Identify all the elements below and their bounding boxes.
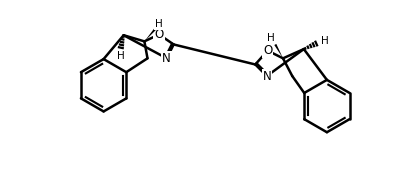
Text: N: N: [163, 52, 171, 65]
Text: H: H: [117, 51, 124, 61]
Polygon shape: [144, 28, 156, 41]
Text: H: H: [321, 36, 329, 46]
Polygon shape: [274, 44, 283, 58]
Text: N: N: [262, 70, 271, 83]
Text: H: H: [155, 19, 163, 29]
Text: H: H: [267, 33, 275, 43]
Text: O: O: [263, 44, 272, 57]
Text: O: O: [155, 28, 164, 41]
